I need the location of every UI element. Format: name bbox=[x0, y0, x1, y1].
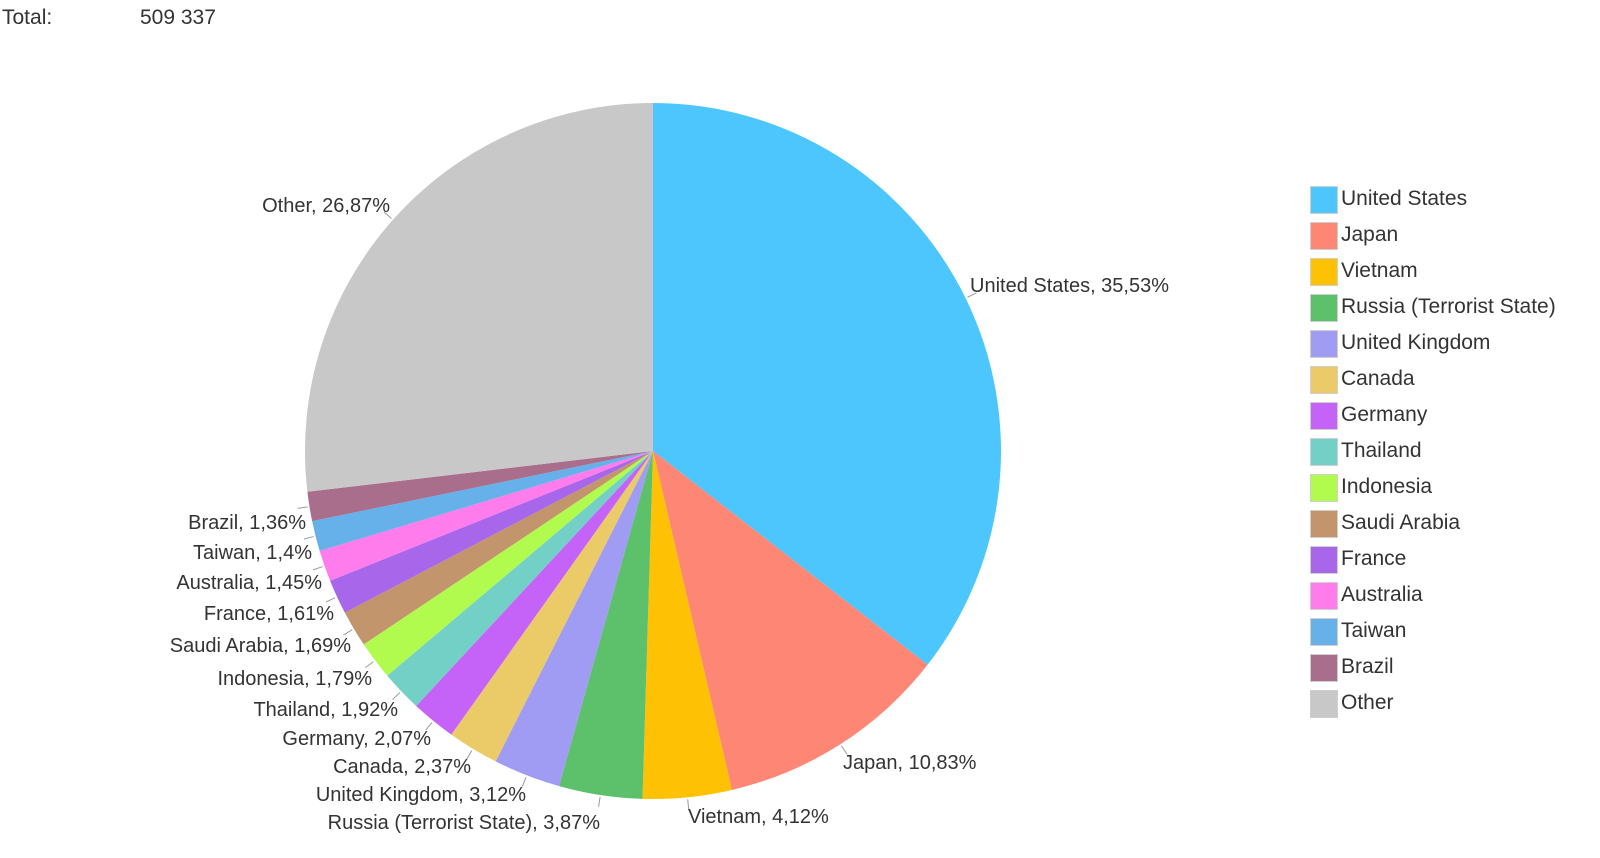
leader-line bbox=[687, 799, 690, 810]
pie-slice-united-kingdom[interactable] bbox=[495, 451, 653, 787]
slice-label: United States, 35,53% bbox=[970, 275, 1169, 297]
legend-label: Germany bbox=[1341, 403, 1428, 426]
leader-line bbox=[383, 211, 392, 219]
slice-label: Brazil, 1,36% bbox=[188, 512, 306, 534]
leader-line bbox=[313, 566, 323, 571]
pie-slice-germany[interactable] bbox=[416, 451, 653, 735]
pie-slice-thailand[interactable] bbox=[387, 451, 653, 707]
total-value: 509 337 bbox=[140, 6, 216, 29]
legend-label: Taiwan bbox=[1341, 619, 1407, 642]
slice-label: Japan, 10,83% bbox=[843, 752, 977, 774]
leader-line bbox=[343, 629, 353, 636]
leader-line bbox=[598, 796, 601, 807]
legend-swatch bbox=[1310, 294, 1338, 322]
slice-label: Saudi Arabia, 1,69% bbox=[170, 635, 351, 657]
pie-slice-indonesia[interactable] bbox=[363, 451, 653, 676]
slice-label: Germany, 2,07% bbox=[282, 728, 431, 750]
legend-swatch bbox=[1310, 402, 1338, 430]
leader-line bbox=[325, 597, 336, 603]
legend-swatch bbox=[1310, 258, 1338, 286]
slice-label: Vietnam, 4,12% bbox=[688, 806, 829, 828]
pie-slice-france[interactable] bbox=[330, 451, 653, 613]
legend-swatch bbox=[1310, 474, 1338, 502]
slice-label: Indonesia, 1,79% bbox=[217, 668, 372, 690]
leader-line bbox=[967, 292, 977, 298]
pie-slice-canada[interactable] bbox=[451, 451, 653, 762]
legend-label: Canada bbox=[1341, 367, 1415, 390]
slice-label: Taiwan, 1,4% bbox=[193, 542, 312, 564]
pie-slice-taiwan[interactable] bbox=[312, 451, 653, 551]
legend-swatch bbox=[1310, 186, 1338, 214]
label-leader-lines bbox=[297, 211, 977, 810]
pie-slices bbox=[305, 103, 1001, 799]
leader-line bbox=[841, 745, 848, 755]
leader-line bbox=[425, 722, 433, 731]
legend-swatch bbox=[1310, 330, 1338, 358]
total-label: Total: bbox=[2, 6, 53, 29]
legend-swatch bbox=[1310, 546, 1338, 574]
legend-label: Vietnam bbox=[1341, 259, 1418, 282]
legend-label: Other bbox=[1341, 691, 1394, 714]
leader-line bbox=[297, 506, 308, 509]
legend-label: Brazil bbox=[1341, 655, 1394, 678]
legend-swatch bbox=[1310, 618, 1338, 646]
pie-slice-other[interactable] bbox=[305, 103, 653, 492]
slice-label: Thailand, 1,92% bbox=[253, 699, 398, 721]
legend-label: Japan bbox=[1341, 223, 1399, 246]
leader-line bbox=[521, 776, 527, 787]
slice-label: Australia, 1,45% bbox=[176, 572, 322, 594]
leader-line bbox=[303, 536, 314, 540]
legend-label: United States bbox=[1341, 187, 1468, 210]
legend-swatch bbox=[1310, 366, 1338, 394]
pie-slice-saudi-arabia[interactable] bbox=[344, 451, 653, 645]
pie-slice-australia[interactable] bbox=[319, 451, 653, 581]
legend-label: United Kingdom bbox=[1341, 331, 1491, 354]
slice-label: Russia (Terrorist State), 3,87% bbox=[328, 812, 601, 834]
legend-swatch bbox=[1310, 438, 1338, 466]
pie-slice-vietnam[interactable] bbox=[642, 451, 732, 799]
pie-chart: United States, 35,53% Japan, 10,83% Vietna… bbox=[170, 103, 1169, 834]
legend-swatch bbox=[1310, 654, 1338, 682]
legend-label: France bbox=[1341, 547, 1407, 570]
leader-line bbox=[466, 750, 473, 760]
legend-swatch bbox=[1310, 690, 1338, 718]
pie-slice-russia-terrorist-state[interactable] bbox=[559, 451, 653, 799]
legend-swatch bbox=[1310, 582, 1338, 610]
slice-label: Canada, 2,37% bbox=[333, 756, 471, 778]
slice-label: France, 1,61% bbox=[204, 603, 334, 625]
leader-line bbox=[365, 661, 374, 668]
legend-label: Thailand bbox=[1341, 439, 1422, 462]
legend-label: Indonesia bbox=[1341, 475, 1433, 498]
leader-line bbox=[392, 692, 401, 700]
legend-label: Saudi Arabia bbox=[1341, 511, 1461, 534]
legend-label: Australia bbox=[1341, 583, 1423, 606]
legend-swatch bbox=[1310, 510, 1338, 538]
pie-slice-united-states[interactable] bbox=[653, 103, 1001, 665]
slice-label: Other, 26,87% bbox=[262, 195, 390, 217]
pie-slice-japan[interactable] bbox=[653, 451, 928, 790]
legend-label: Russia (Terrorist State) bbox=[1341, 295, 1556, 318]
legend-swatch bbox=[1310, 222, 1338, 250]
pie-slice-brazil[interactable] bbox=[307, 451, 653, 522]
slice-labels: United States, 35,53% Japan, 10,83% Vietna… bbox=[170, 195, 1169, 834]
slice-label: United Kingdom, 3,12% bbox=[316, 784, 526, 806]
